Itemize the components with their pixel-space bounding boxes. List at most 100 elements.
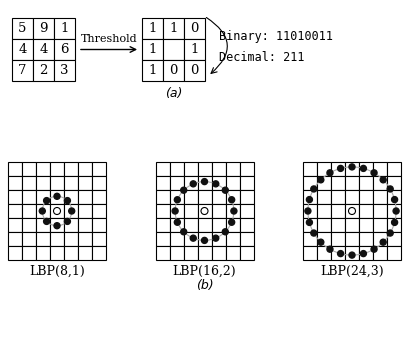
Circle shape: [174, 219, 180, 225]
Bar: [50, 176, 64, 190]
Bar: [331, 190, 345, 204]
Circle shape: [380, 239, 386, 245]
Text: 0: 0: [190, 22, 199, 35]
Circle shape: [222, 187, 228, 193]
Bar: [169, 204, 184, 218]
Circle shape: [229, 197, 235, 203]
Text: 1: 1: [190, 43, 199, 56]
Bar: [345, 218, 359, 232]
Bar: [303, 162, 317, 176]
Bar: [359, 176, 373, 190]
Bar: [54, 18, 75, 39]
Bar: [184, 176, 198, 190]
Text: 7: 7: [18, 64, 27, 77]
Circle shape: [231, 208, 237, 214]
Circle shape: [391, 219, 398, 225]
Bar: [184, 18, 205, 39]
Bar: [387, 232, 401, 246]
Bar: [387, 246, 401, 260]
Bar: [22, 190, 36, 204]
Circle shape: [360, 165, 366, 172]
Circle shape: [54, 193, 60, 199]
Bar: [387, 190, 401, 204]
Bar: [373, 176, 387, 190]
Circle shape: [190, 181, 196, 187]
Text: 1: 1: [148, 22, 157, 35]
Bar: [184, 218, 198, 232]
Bar: [359, 218, 373, 232]
Circle shape: [44, 197, 49, 204]
Bar: [345, 162, 359, 176]
Bar: [78, 232, 92, 246]
Bar: [303, 190, 317, 204]
Bar: [12, 39, 33, 60]
Bar: [36, 218, 50, 232]
Bar: [373, 190, 387, 204]
Bar: [64, 204, 78, 218]
Bar: [184, 39, 205, 60]
Bar: [33, 60, 54, 81]
Circle shape: [306, 219, 312, 225]
Text: LBP(16,2): LBP(16,2): [173, 265, 236, 278]
Circle shape: [64, 218, 70, 224]
Bar: [211, 218, 225, 232]
Bar: [359, 246, 373, 260]
Bar: [317, 162, 331, 176]
Circle shape: [181, 229, 187, 235]
Circle shape: [305, 208, 311, 214]
Bar: [359, 232, 373, 246]
Text: LBP(8,1): LBP(8,1): [29, 265, 85, 278]
Bar: [331, 204, 345, 218]
Bar: [387, 176, 401, 190]
Bar: [240, 162, 254, 176]
Bar: [155, 204, 169, 218]
Text: 2: 2: [39, 64, 48, 77]
Text: Binary: 11010011: Binary: 11010011: [219, 30, 333, 43]
Bar: [303, 232, 317, 246]
Circle shape: [202, 237, 207, 243]
Bar: [78, 218, 92, 232]
Circle shape: [229, 219, 235, 225]
Bar: [225, 246, 240, 260]
Bar: [184, 162, 198, 176]
Circle shape: [213, 181, 219, 187]
Bar: [169, 176, 184, 190]
Bar: [92, 190, 106, 204]
Bar: [142, 18, 163, 39]
Bar: [22, 204, 36, 218]
Bar: [373, 218, 387, 232]
Circle shape: [306, 196, 312, 203]
Bar: [225, 232, 240, 246]
Bar: [33, 39, 54, 60]
Bar: [142, 60, 163, 81]
Bar: [198, 176, 211, 190]
Bar: [92, 232, 106, 246]
Bar: [198, 190, 211, 204]
Circle shape: [213, 235, 219, 241]
Bar: [78, 190, 92, 204]
Bar: [211, 246, 225, 260]
Bar: [78, 176, 92, 190]
Bar: [50, 246, 64, 260]
Text: 1: 1: [169, 22, 178, 35]
Bar: [373, 232, 387, 246]
Bar: [142, 39, 163, 60]
Bar: [317, 232, 331, 246]
Circle shape: [393, 208, 399, 214]
Text: Decimal: 211: Decimal: 211: [219, 51, 304, 64]
Circle shape: [64, 197, 70, 204]
Circle shape: [337, 251, 344, 256]
Bar: [155, 190, 169, 204]
Bar: [8, 162, 22, 176]
Bar: [211, 204, 225, 218]
Bar: [345, 232, 359, 246]
Bar: [240, 246, 254, 260]
Bar: [155, 246, 169, 260]
Circle shape: [371, 246, 377, 252]
Bar: [198, 246, 211, 260]
Bar: [184, 232, 198, 246]
Bar: [92, 218, 106, 232]
Bar: [64, 162, 78, 176]
Bar: [169, 232, 184, 246]
Bar: [240, 232, 254, 246]
